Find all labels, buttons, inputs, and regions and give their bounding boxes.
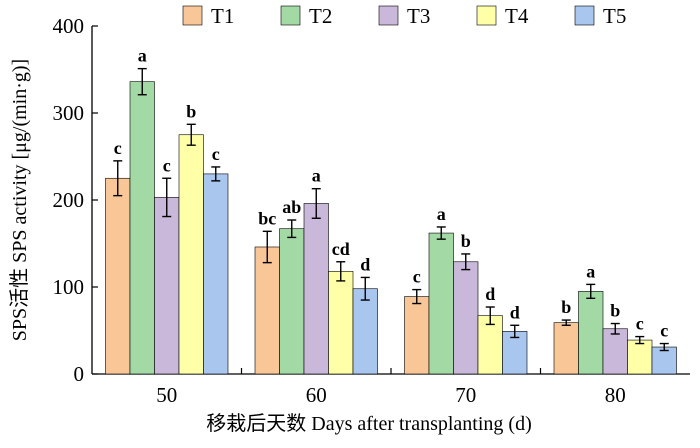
bar-T5-60 — [352, 288, 378, 375]
y-tick-label: 0 — [74, 362, 85, 386]
bar-T2-70 — [428, 232, 454, 375]
bar-T1-70 — [404, 296, 430, 375]
legend-label: T4 — [505, 4, 529, 28]
significance-label: a — [586, 261, 595, 281]
significance-label: a — [138, 46, 147, 66]
bar-T5-80 — [651, 346, 677, 375]
legend-label: T5 — [603, 4, 626, 28]
x-tick-label: 70 — [455, 383, 476, 407]
y-tick-label: 100 — [53, 275, 85, 299]
y-axis-title: SPS活性 SPS activity [μg/(min·g)] — [8, 59, 31, 341]
significance-label: a — [437, 204, 446, 224]
significance-label: c — [114, 138, 122, 158]
significance-label: c — [212, 144, 220, 164]
bar-T4-60 — [328, 271, 354, 375]
bar-T1-80 — [553, 322, 579, 375]
bar-T1-60 — [254, 246, 280, 375]
legend-swatch-T3 — [378, 5, 399, 26]
y-tick-label: 200 — [53, 188, 85, 212]
bar-T2-60 — [279, 228, 305, 375]
x-tick-label: 60 — [306, 383, 327, 407]
y-tick-label: 400 — [53, 14, 85, 38]
y-tick-label: 300 — [53, 101, 85, 125]
significance-label: cd — [332, 239, 350, 259]
significance-label: b — [610, 301, 620, 321]
bar-T3-80 — [602, 328, 628, 375]
significance-label: c — [636, 314, 644, 334]
significance-label: b — [561, 297, 571, 317]
significance-label: b — [461, 231, 471, 251]
significance-label: ab — [282, 197, 301, 217]
legend-swatch-T4 — [476, 5, 497, 26]
bar-T1-50 — [105, 177, 131, 375]
bar-T3-70 — [453, 261, 479, 375]
bar-T3-60 — [303, 203, 329, 375]
significance-label: d — [360, 254, 370, 274]
x-tick-label: 50 — [156, 383, 177, 407]
significance-label: c — [163, 155, 171, 175]
x-tick-label: 80 — [605, 383, 626, 407]
legend-label: T2 — [309, 4, 332, 28]
bar-T3-50 — [154, 197, 180, 375]
legend-swatch-T2 — [280, 5, 301, 26]
bar-T2-80 — [578, 291, 604, 375]
significance-label: a — [312, 166, 321, 186]
significance-label: d — [485, 284, 495, 304]
x-axis-title: 移栽后天数 Days after transplanting (d) — [206, 412, 531, 435]
legend-swatch-T5 — [574, 5, 595, 26]
significance-label: b — [186, 101, 196, 121]
bar-T2-50 — [129, 81, 155, 375]
bar-T4-50 — [178, 134, 204, 375]
legend-label: T1 — [211, 4, 234, 28]
significance-label: d — [510, 302, 520, 322]
significance-label: c — [413, 267, 421, 287]
bar-T4-80 — [627, 339, 653, 375]
bar-T4-70 — [477, 315, 503, 375]
bar-T5-50 — [203, 173, 229, 375]
legend-label: T3 — [407, 4, 430, 28]
legend-swatch-T1 — [182, 5, 203, 26]
significance-label: c — [660, 321, 668, 341]
significance-label: bc — [258, 208, 276, 228]
